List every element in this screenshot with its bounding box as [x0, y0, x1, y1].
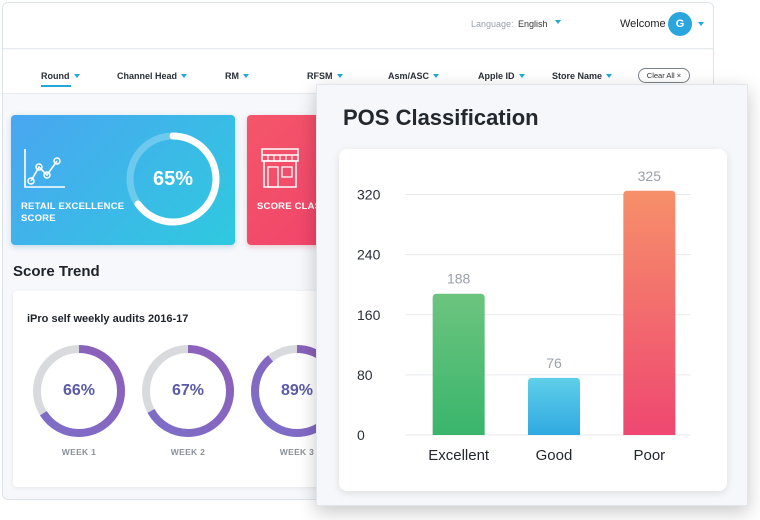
- chevron-down-icon: [433, 74, 440, 78]
- week-score[interactable]: 67% WEEK 2: [140, 343, 236, 463]
- filter-label: RFSM: [307, 71, 333, 81]
- chevron-down-icon: [518, 74, 525, 78]
- filter-label: Store Name: [552, 71, 603, 81]
- filter-label: Channel Head: [117, 71, 178, 81]
- pos-bar-chart: 0 80 160 240 320 188 Excellent 76 Good 325 Poor: [357, 168, 691, 464]
- filter-label: Asm/ASC: [388, 71, 430, 81]
- bar-good[interactable]: [528, 377, 580, 435]
- score-classification-label: SCORE CLASSIFICATI: [257, 201, 362, 212]
- y-tick-label: 160: [357, 307, 381, 323]
- retail-excellence-label: RETAIL EXCELLENCE SCORE: [21, 201, 125, 224]
- data-label: 188: [447, 271, 471, 287]
- chevron-down-icon: [73, 74, 80, 78]
- welcome-text: Welcome: [620, 18, 666, 30]
- chevron-down-icon: [181, 74, 188, 78]
- filter-channel-head[interactable]: Channel Head: [117, 71, 188, 81]
- y-tick-label: 320: [357, 187, 381, 203]
- filter-asm-asc[interactable]: Asm/ASC: [388, 71, 440, 81]
- x-tick-label: Excellent: [428, 447, 490, 464]
- filter-apple-id[interactable]: Apple ID: [478, 71, 525, 81]
- week-progress-ring: [142, 345, 234, 437]
- data-label: 76: [546, 355, 562, 371]
- language-select[interactable]: English: [518, 19, 548, 29]
- chevron-down-icon[interactable]: [555, 20, 561, 24]
- retail-score-value: 65%: [152, 168, 194, 190]
- week-label: WEEK 1: [61, 447, 97, 457]
- filter-store-name[interactable]: Store Name: [552, 71, 613, 81]
- store-icon: [261, 148, 299, 188]
- clear-all-button[interactable]: Clear All ×: [638, 68, 690, 83]
- week-progress-ring: [33, 345, 125, 437]
- x-tick-label: Poor: [633, 447, 665, 464]
- retail-excellence-card[interactable]: RETAIL EXCELLENCE SCORE 65%: [11, 115, 235, 245]
- week-percent: 66%: [62, 382, 96, 399]
- y-tick-label: 80: [357, 367, 373, 383]
- data-label: 325: [638, 168, 662, 184]
- line-chart-icon: [24, 149, 65, 188]
- active-filter-underline: [41, 85, 71, 87]
- x-tick-label: Good: [536, 447, 573, 464]
- top-bar: Language: English Welcome G: [3, 3, 713, 49]
- avatar[interactable]: G: [668, 12, 692, 36]
- week-score[interactable]: 66% WEEK 1: [31, 343, 127, 463]
- popup-title: POS Classification: [343, 105, 539, 130]
- score-trend-heading: Score Trend: [13, 263, 100, 280]
- trend-card-title: iPro self weekly audits 2016-17: [27, 313, 189, 325]
- filter-rm[interactable]: RM: [225, 71, 249, 81]
- bar-excellent[interactable]: [432, 293, 485, 435]
- filter-label: Round: [41, 71, 70, 81]
- chevron-down-icon: [336, 74, 343, 78]
- pos-chart-card: 0 80 160 240 320 188 Excellent 76 Good 325 Poor: [339, 149, 727, 491]
- bar-poor[interactable]: [623, 190, 676, 435]
- chevron-down-icon: [606, 74, 613, 78]
- retail-score-ring: [126, 132, 220, 226]
- filter-rfsm[interactable]: RFSM: [307, 71, 343, 81]
- chevron-down-icon: [243, 74, 249, 78]
- chevron-down-icon[interactable]: [698, 22, 704, 26]
- week-label: WEEK 2: [170, 447, 206, 457]
- week-percent: 67%: [171, 382, 205, 399]
- pos-classification-popup: POS Classification 0 80 160 240 320 188 Excell…: [316, 84, 748, 506]
- week-label: WEEK 3: [279, 447, 315, 457]
- y-tick-label: 240: [357, 247, 381, 263]
- filter-label: Apple ID: [478, 71, 515, 81]
- y-tick-label: 0: [357, 427, 365, 443]
- filter-round[interactable]: Round: [41, 71, 80, 81]
- language-label: Language:: [471, 19, 514, 29]
- week-percent: 89%: [280, 382, 314, 399]
- score-trend-card: iPro self weekly audits 2016-17 66% WEEK …: [13, 291, 353, 487]
- filter-label: RM: [225, 71, 239, 81]
